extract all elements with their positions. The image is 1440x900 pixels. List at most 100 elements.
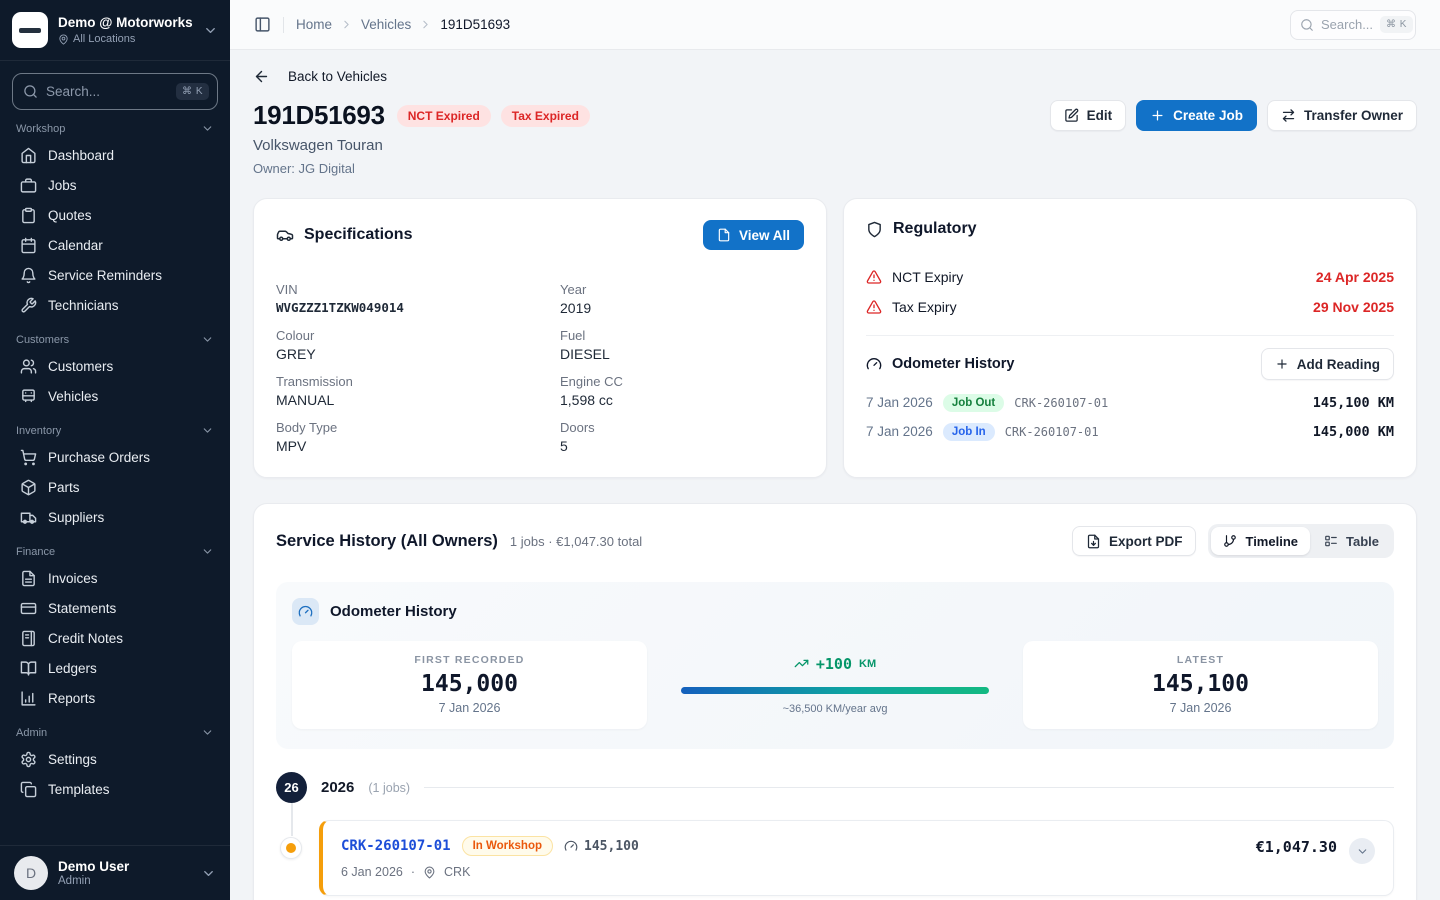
spec-value: WVGZZZ1TZKW049014 [276, 300, 404, 315]
job-odometer: 145,100 [564, 839, 639, 854]
add-reading-button[interactable]: Add Reading [1260, 348, 1394, 380]
timeline-icon [1223, 534, 1237, 548]
tab-table[interactable]: Table [1312, 527, 1391, 555]
sidebar-item-parts[interactable]: Parts [0, 472, 230, 502]
credit-card-icon [20, 600, 37, 617]
sidebar-item-dashboard[interactable]: Dashboard [0, 140, 230, 170]
tax-expiry-row: Tax Expiry 29 Nov 2025 [866, 292, 1394, 322]
job-ref-link[interactable]: CRK-260107-01 [341, 838, 451, 854]
odometer-reading-row: 7 Jan 2026 Job In CRK-260107-01 145,000 KM [866, 417, 1394, 446]
plus-icon [1275, 357, 1289, 371]
sidebar-section-header-workshop[interactable]: Workshop [0, 114, 230, 140]
car-icon [276, 226, 294, 244]
org-location: All Locations [73, 33, 136, 46]
transfer-owner-button[interactable]: Transfer Owner [1266, 100, 1417, 131]
spec-value: 5 [560, 438, 568, 454]
chevron-right-icon [340, 18, 353, 31]
sidebar-section-finance: Finance Invoices Statements Credit Notes Led… [0, 532, 230, 713]
location-pin-icon [423, 866, 436, 879]
trending-up-icon [794, 656, 809, 671]
specifications-title: Specifications [304, 226, 413, 243]
sidebar-item-suppliers[interactable]: Suppliers [0, 502, 230, 532]
spec-label: Fuel [560, 328, 586, 343]
global-search-input[interactable]: Search... ⌘ K [1290, 9, 1416, 40]
chevron-down-icon[interactable] [203, 23, 218, 38]
year-label: 2026 [321, 779, 355, 796]
breadcrumb-item-vehicles[interactable]: Vehicles [361, 17, 412, 32]
export-pdf-button[interactable]: Export PDF [1071, 526, 1197, 556]
job-date: 6 Jan 2026 [341, 865, 403, 879]
back-to-vehicles-link[interactable]: Back to Vehicles [288, 68, 388, 84]
sidebar-search-input[interactable]: Search... ⌘ K [12, 73, 218, 110]
view-toggle: Timeline Table [1208, 524, 1394, 558]
spec-value: GREY [276, 346, 316, 362]
first-recorded-value: 145,000 [421, 671, 518, 697]
service-history-title: Service History (All Owners) [276, 531, 498, 550]
sidebar-item-technicians[interactable]: Technicians [0, 290, 230, 320]
reading-badge: Job Out [942, 393, 1005, 412]
sidebar-item-label: Ledgers [48, 660, 97, 676]
spec-value: DIESEL [560, 346, 610, 362]
reading-job-ref: CRK-260107-01 [1004, 424, 1099, 439]
view-all-button[interactable]: View All [702, 220, 804, 250]
divider [866, 335, 1394, 336]
sidebar-section-header-finance[interactable]: Finance [0, 532, 230, 563]
sidebar-item-calendar[interactable]: Calendar [0, 230, 230, 260]
chevron-down-icon [201, 545, 214, 558]
odometer-delta: +100 KM ~36,500 KM/year avg [673, 655, 997, 716]
status-badges: NCT Expired Tax Expired [396, 104, 590, 127]
sidebar-section-header-customers[interactable]: Customers [0, 320, 230, 351]
yearly-average: ~36,500 KM/year avg [782, 703, 888, 716]
bell-icon [20, 267, 37, 284]
back-arrow-icon[interactable] [253, 68, 270, 85]
job-card-meta: 6 Jan 2026 · CRK [341, 865, 639, 879]
sidebar-item-credit-notes[interactable]: Credit Notes [0, 623, 230, 653]
edit-button[interactable]: Edit [1049, 100, 1127, 131]
users-icon [20, 358, 37, 375]
user-menu[interactable]: D Demo User Admin [0, 845, 230, 900]
sidebar-item-settings[interactable]: Settings [0, 744, 230, 774]
sidebar-section-header-admin[interactable]: Admin [0, 713, 230, 744]
sidebar-item-service-reminders[interactable]: Service Reminders [0, 260, 230, 290]
expand-job-button[interactable] [1349, 838, 1375, 864]
bus-icon [20, 388, 37, 405]
sidebar-search-shortcut: ⌘ K [176, 83, 209, 100]
status-badge-tax-expired: Tax Expired [500, 104, 590, 127]
page-title: 191D51693 [253, 100, 385, 130]
sidebar-item-jobs[interactable]: Jobs [0, 170, 230, 200]
sidebar-item-templates[interactable]: Templates [0, 774, 230, 804]
org-switcher[interactable]: Demo @ Motorworks All Locations [0, 0, 230, 61]
chevron-down-icon [201, 424, 214, 437]
sidebar-item-label: Dashboard [48, 147, 115, 163]
odometer-progress-bar [681, 687, 989, 695]
sidebar-section-header-inventory[interactable]: Inventory [0, 411, 230, 442]
sidebar-item-invoices[interactable]: Invoices [0, 563, 230, 593]
tab-timeline[interactable]: Timeline [1211, 527, 1310, 555]
create-job-button[interactable]: Create Job [1136, 100, 1257, 131]
file-download-icon [1086, 534, 1101, 549]
sidebar-item-label: Invoices [48, 570, 98, 586]
chevron-down-icon [201, 333, 214, 346]
sidebar-item-reports[interactable]: Reports [0, 683, 230, 713]
spec-label: Body Type [276, 420, 338, 435]
sidebar-item-vehicles[interactable]: Vehicles [0, 381, 230, 411]
main-area: Home Vehicles 191D51693 Search... ⌘ K Back… [230, 0, 1440, 900]
reading-value: 145,100 KM [1312, 394, 1394, 411]
sidebar-item-label: Parts [48, 479, 80, 495]
sidebar-item-quotes[interactable]: Quotes [0, 200, 230, 230]
global-search-placeholder: Search... [1321, 17, 1374, 32]
sidebar-item-customers[interactable]: Customers [0, 351, 230, 381]
sidebar-toggle-icon[interactable] [254, 16, 271, 33]
spec-value: 2019 [560, 300, 592, 316]
breadcrumb-item-home[interactable]: Home [296, 17, 333, 32]
sidebar-item-purchase-orders[interactable]: Purchase Orders [0, 442, 230, 472]
gauge-icon [866, 356, 882, 372]
job-card-crk-260107-01[interactable]: CRK-260107-01 In Workshop 145,100 6 Jan 202… [319, 820, 1394, 896]
spec-label: Doors [560, 420, 595, 435]
sidebar-section-customers: Customers Customers Vehicles [0, 320, 230, 411]
spec-field-fuel: Fuel DIESEL [560, 328, 804, 362]
sidebar-item-statements[interactable]: Statements [0, 593, 230, 623]
sidebar-item-ledgers[interactable]: Ledgers [0, 653, 230, 683]
timeline-rule [424, 787, 1394, 788]
chevron-down-icon[interactable] [201, 866, 216, 881]
